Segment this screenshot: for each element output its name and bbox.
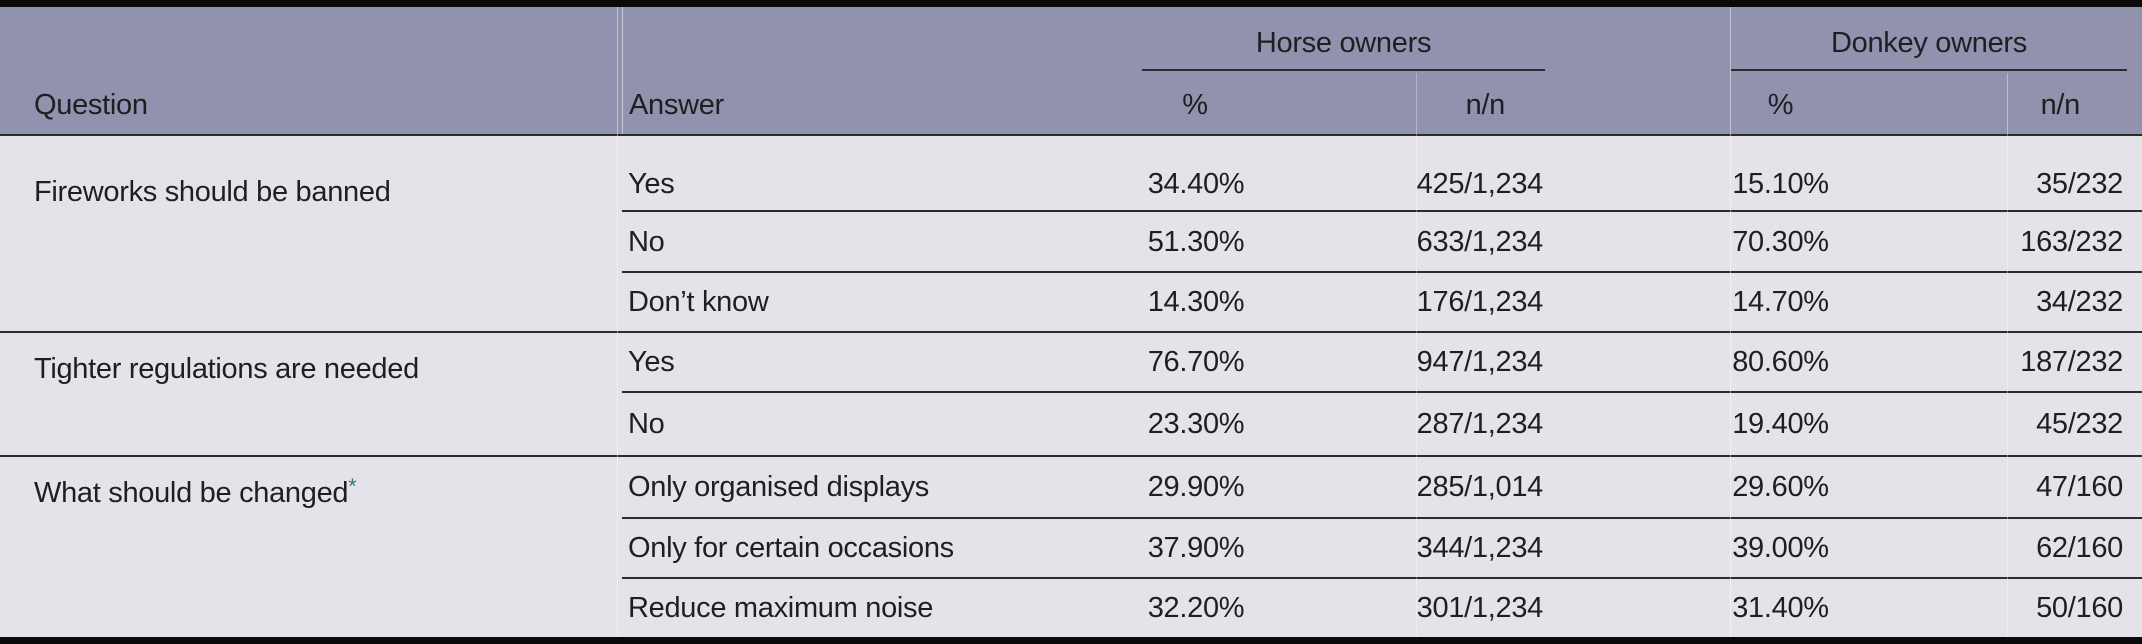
column-header-horse-percent: % bbox=[1182, 89, 1208, 121]
donkey-percent-cell: 70.30% bbox=[1732, 225, 1829, 258]
donkey-percent-cell: 14.70% bbox=[1732, 286, 1829, 318]
answer-cell: Yes bbox=[628, 168, 675, 200]
donkey-count-cell: 35/232 bbox=[2036, 168, 2123, 200]
donkey-percent-cell: 29.60% bbox=[1732, 471, 1829, 503]
horse-count-cell: 285/1,014 bbox=[1416, 471, 1544, 503]
table-row: Reduce maximum noise 32.20% 301/1,234 31.40… bbox=[622, 577, 2142, 637]
table-body: Fireworks should be banned Yes 34.40% 425/1… bbox=[0, 136, 2142, 637]
donkey-count-cell: 163/232 bbox=[2020, 225, 2123, 258]
table-row: Yes 76.70% 947/1,234 80.60% 187/232 bbox=[622, 333, 2142, 391]
table-header: Question Answer Horse owners % n/n Donke… bbox=[0, 7, 2142, 136]
horse-group-underline bbox=[1142, 69, 1545, 71]
horse-count-cell: 947/1,234 bbox=[1416, 346, 1544, 378]
horse-count-cell: 425/1,234 bbox=[1416, 168, 1544, 200]
horse-percent-cell: 37.90% bbox=[1147, 532, 1245, 564]
table-row: Only for certain occasions 37.90% 344/1,23… bbox=[622, 517, 2142, 577]
question-text: Fireworks should be banned bbox=[34, 176, 391, 208]
horse-percent-cell: 14.30% bbox=[1147, 286, 1245, 318]
table-row: No 23.30% 287/1,234 19.40% 45/232 bbox=[622, 391, 2142, 455]
column-header-donkey-count: n/n bbox=[2040, 89, 2081, 121]
donkey-percent-cell: 15.10% bbox=[1732, 168, 1829, 200]
horse-percent-cell: 34.40% bbox=[1147, 168, 1245, 200]
header-spacer bbox=[1545, 7, 1731, 134]
donkey-count-cell: 187/232 bbox=[2020, 346, 2123, 378]
question-group: What should be changed* Only organised di… bbox=[0, 457, 2142, 637]
answer-rows: Only organised displays 29.90% 285/1,014 29… bbox=[622, 457, 2142, 637]
column-header-horse-count: n/n bbox=[1465, 89, 1506, 121]
answer-cell: Yes bbox=[628, 346, 675, 378]
horse-percent-cell: 32.20% bbox=[1147, 592, 1245, 624]
column-header-question: Question bbox=[34, 89, 148, 121]
answer-cell: Don’t know bbox=[628, 286, 769, 318]
horse-count-cell: 344/1,234 bbox=[1416, 532, 1544, 564]
question-cell: What should be changed* bbox=[0, 457, 622, 637]
table-row: No 51.30% 633/1,234 70.30% 163/232 bbox=[622, 210, 2142, 271]
donkey-count-cell: 45/232 bbox=[2036, 408, 2123, 440]
column-header-answer: Answer bbox=[622, 7, 1142, 134]
table-row: Don’t know 14.30% 176/1,234 14.70% 34/232 bbox=[622, 271, 2142, 331]
horse-percent-cell: 29.90% bbox=[1147, 471, 1245, 503]
donkey-percent-cell: 39.00% bbox=[1732, 532, 1829, 564]
horse-percent-cell: 23.30% bbox=[1147, 408, 1245, 440]
horse-owners-group-header: Horse owners % n/n bbox=[1142, 7, 1545, 134]
question-group: Tighter regulations are needed Yes 76.70% 9… bbox=[0, 333, 2142, 457]
donkey-count-cell: 34/232 bbox=[2036, 286, 2123, 318]
footnote-marker: * bbox=[348, 474, 357, 498]
question-cell: Fireworks should be banned bbox=[0, 136, 622, 331]
table-row: Only organised displays 29.90% 285/1,014 29… bbox=[622, 457, 2142, 517]
donkey-count-cell: 47/160 bbox=[2036, 471, 2123, 503]
answer-cell: No bbox=[628, 408, 665, 440]
donkey-owners-group-header: Donkey owners % n/n bbox=[1731, 7, 2142, 134]
donkey-group-underline bbox=[1731, 69, 2127, 71]
question-group: Fireworks should be banned Yes 34.40% 425/1… bbox=[0, 136, 2142, 333]
donkey-count-cell: 62/160 bbox=[2036, 532, 2123, 564]
question-text: Tighter regulations are needed bbox=[34, 353, 419, 385]
column-header-donkey-percent: % bbox=[1767, 89, 1794, 121]
table-row: Yes 34.40% 425/1,234 15.10% 35/232 bbox=[622, 136, 2142, 210]
horse-count-cell: 287/1,234 bbox=[1416, 408, 1544, 440]
donkey-percent-cell: 19.40% bbox=[1732, 408, 1829, 440]
answer-rows: Yes 76.70% 947/1,234 80.60% 187/232 No 23.30% 2… bbox=[622, 333, 2142, 455]
horse-count-cell: 176/1,234 bbox=[1416, 286, 1544, 318]
donkey-percent-cell: 31.40% bbox=[1732, 592, 1829, 624]
horse-percent-cell: 51.30% bbox=[1147, 225, 1245, 258]
horse-percent-cell: 76.70% bbox=[1147, 346, 1245, 378]
question-text: What should be changed bbox=[34, 477, 349, 509]
answer-cell: Only organised displays bbox=[628, 471, 929, 503]
donkey-count-cell: 50/160 bbox=[2036, 592, 2123, 624]
answer-cell: No bbox=[628, 225, 665, 258]
horse-count-cell: 301/1,234 bbox=[1416, 592, 1544, 624]
answer-rows: Yes 34.40% 425/1,234 15.10% 35/232 No 51.30% 63… bbox=[622, 136, 2142, 331]
answer-cell: Reduce maximum noise bbox=[628, 592, 934, 624]
answer-cell: Only for certain occasions bbox=[628, 532, 954, 564]
donkey-percent-cell: 80.60% bbox=[1732, 346, 1829, 378]
group-label-donkey-owners: Donkey owners bbox=[1831, 27, 2027, 59]
group-label-horse-owners: Horse owners bbox=[1255, 27, 1432, 59]
horse-count-cell: 633/1,234 bbox=[1416, 225, 1544, 258]
question-cell: Tighter regulations are needed bbox=[0, 333, 622, 455]
